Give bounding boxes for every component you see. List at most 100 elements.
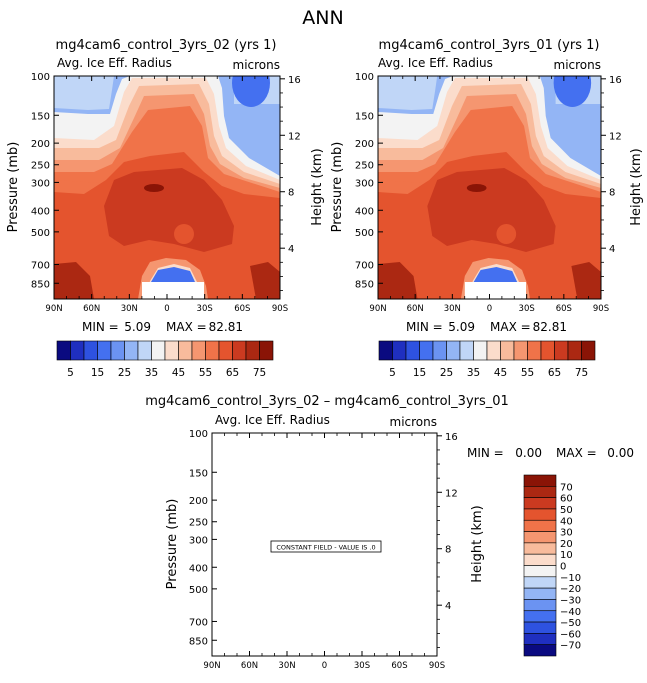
colorbar-label: 5 [389, 367, 396, 379]
colorbar-label: 55 [199, 367, 212, 379]
max-value: 0.00 [607, 446, 634, 460]
y-tick-label: 200 [189, 496, 208, 507]
colorbar-swatch [473, 340, 488, 361]
field-region [427, 168, 556, 252]
colorbar-label: 45 [172, 367, 185, 379]
colorbar-swatch [83, 340, 98, 361]
colorbar-swatch [110, 340, 125, 361]
y-tick-label: 700 [31, 260, 50, 271]
colorbar-swatch [523, 542, 557, 555]
colorbar-label: 35 [467, 367, 480, 379]
field-region [496, 224, 517, 244]
y-axis-height: 4 8 12 16 [601, 75, 622, 291]
max-label: MAX = [490, 320, 531, 334]
y-tick-label: 300 [189, 535, 208, 546]
panel-difference: mg4cam6_control_3yrs_02 – mg4cam6_contro… [145, 394, 634, 671]
y-axis-title: Pressure (mb) [165, 499, 180, 590]
colorbar-label: 30 [560, 528, 573, 539]
colorbar-label: 50 [560, 505, 573, 516]
y2-tick-label: 16 [288, 75, 301, 86]
x-tick-label: 90S [272, 304, 288, 314]
colorbar-label: 40 [560, 516, 573, 527]
colorbar-swatch [581, 340, 596, 361]
y-tick-label: 250 [31, 161, 50, 172]
colorbar-swatch [523, 565, 557, 578]
y-tick-label: 300 [31, 178, 50, 189]
field-region [378, 262, 418, 299]
x-tick-label: 60S [391, 661, 407, 671]
y-axis-pressure: 100 150 200 250 300 400 500 700 850 [355, 72, 383, 290]
y-tick-label: 250 [355, 161, 374, 172]
colorbar-swatch [523, 633, 557, 645]
colorbar-swatch [523, 576, 557, 589]
y-tick-label: 700 [355, 260, 374, 271]
x-tick-label: 60N [241, 661, 258, 671]
x-tick-label: 90S [593, 304, 609, 314]
colorbar-swatch [523, 519, 557, 532]
min-value: 5.09 [124, 320, 151, 334]
field-region [250, 262, 280, 299]
colorbar-swatch [523, 610, 557, 623]
x-tick-label: 60S [234, 304, 250, 314]
y-tick-label: 200 [31, 139, 50, 150]
colorbar-label: −30 [560, 595, 581, 606]
colorbar-right: 5 15 25 35 45 55 65 75 [378, 340, 596, 379]
y2-tick-label: 4 [609, 244, 615, 255]
colorbar-swatch [523, 587, 557, 600]
field-region [104, 168, 234, 252]
constant-field-label: CONSTANT FIELD - VALUE IS .0 [276, 544, 375, 552]
max-value: 82.81 [533, 320, 567, 334]
y2-tick-label: 16 [609, 75, 622, 86]
colorbar-swatch [392, 340, 407, 361]
x-tick-label: 30S [354, 661, 370, 671]
y-tick-label: 250 [189, 518, 208, 529]
y-tick-label: 400 [355, 206, 374, 217]
y-tick-label: 300 [355, 178, 374, 189]
colorbar-swatch [567, 340, 582, 361]
min-value: 0.00 [515, 446, 542, 460]
colorbar-label: 75 [253, 367, 266, 379]
panel-control-02: mg4cam6_control_3yrs_02 (yrs 1) Avg. Ice… [6, 38, 325, 334]
x-tick-label: 30S [197, 304, 213, 314]
field-region [553, 76, 592, 107]
colorbar-label: 60 [560, 494, 573, 505]
colorbar-label: −10 [560, 573, 581, 584]
colorbar-swatch [405, 340, 420, 361]
y-axis-title: Pressure (mb) [330, 142, 345, 233]
colorbar-swatch [151, 340, 166, 361]
x-tick-label: 90N [369, 304, 386, 314]
y2-tick-label: 8 [288, 188, 294, 199]
x-tick-label: 60N [407, 304, 424, 314]
x-axis: 90N 60N 30N 0 30S 60S 90S [203, 433, 445, 671]
colorbar-swatch [97, 340, 112, 361]
colorbar-swatch [523, 553, 557, 566]
y-tick-label: 400 [189, 563, 208, 574]
variable-label: Avg. Ice Eff. Radius [215, 413, 330, 427]
field-region [466, 184, 487, 192]
y2-tick-label: 12 [445, 488, 458, 499]
y-axis-height: 4 8 12 16 [280, 75, 301, 291]
variable-label: Avg. Ice Eff. Radius [57, 56, 172, 70]
y2-axis-title: Height (km) [310, 148, 325, 225]
field-region [144, 184, 164, 192]
variable-label: Avg. Ice Eff. Radius [378, 56, 493, 70]
y-tick-label: 850 [189, 636, 208, 647]
y2-tick-label: 4 [445, 601, 451, 612]
field-region [571, 262, 601, 299]
colorbar-swatch [378, 340, 393, 361]
colorbar-swatch [500, 340, 515, 361]
colorbar-label: −20 [560, 584, 581, 595]
colorbar-swatch [259, 340, 274, 361]
field-region [174, 224, 194, 244]
colorbar-label: 35 [145, 367, 158, 379]
x-tick-label: 60S [556, 304, 572, 314]
x-tick-label: 90S [429, 661, 445, 671]
y-tick-label: 150 [31, 111, 50, 122]
colorbar-label: 75 [575, 367, 588, 379]
colorbar-swatch [523, 474, 557, 487]
y2-axis-title: Height (km) [629, 148, 644, 225]
colorbar-label: 15 [91, 367, 104, 379]
colorbar-swatch [523, 508, 557, 521]
